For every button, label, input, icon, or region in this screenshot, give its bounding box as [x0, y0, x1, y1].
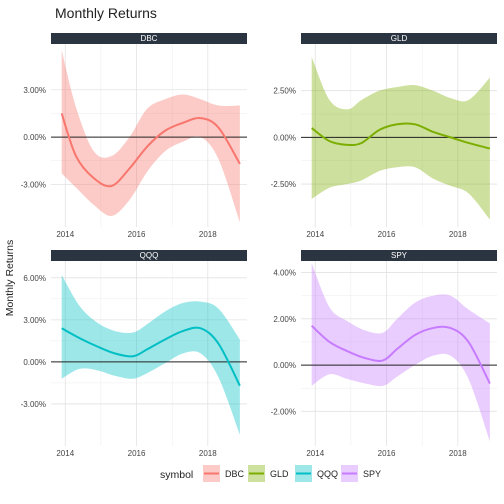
x-tick-label: 2018	[449, 449, 467, 458]
x-tick-label: 2016	[378, 449, 396, 458]
trend-line-dbc	[60, 113, 241, 188]
strip-label: GLD	[391, 34, 408, 43]
strip-label: QQQ	[140, 251, 159, 260]
x-tick-label: 2016	[128, 230, 146, 239]
y-tick-label: 6.00%	[23, 274, 46, 283]
y-tick-label: -2.50%	[271, 180, 296, 189]
strip-dbc	[51, 33, 247, 44]
panels: DBC -3.00% 0.00% 3.00% 2014 2016 2018 GLD -2.50%…	[21, 33, 497, 458]
chart-title: Monthly Returns	[55, 5, 157, 21]
x-tick-label: 2018	[199, 449, 217, 458]
y-tick-label: 0.00%	[23, 133, 46, 142]
strip-label: SPY	[391, 251, 408, 260]
confidence-band-qqq	[61, 275, 240, 435]
y-tick-label: 4.00%	[273, 269, 296, 278]
y-tick-label: 3.00%	[23, 86, 46, 95]
x-tick-label: 2016	[128, 449, 146, 458]
x-tick-label: 2018	[449, 230, 467, 239]
legend-label: QQQ	[317, 469, 338, 479]
legend-item-dbc: DBC	[203, 465, 245, 482]
legend-label: GLD	[270, 469, 289, 479]
x-tick-label: 2014	[56, 449, 74, 458]
trend-line-qqq	[61, 326, 241, 387]
confidence-band-gld	[311, 57, 490, 220]
x-tick-label: 2014	[56, 230, 74, 239]
x-tick-label: 2014	[306, 449, 324, 458]
trend-line-gld	[311, 122, 491, 150]
confidence-band-spy	[311, 263, 490, 442]
x-tick-label: 2016	[378, 230, 396, 239]
panel-qqq: QQQ -3.00% 0.00% 3.00% 6.00% 2014 2016 2018	[21, 250, 247, 458]
y-axis-title: Monthly Returns	[4, 240, 16, 316]
legend-label: SPY	[363, 469, 381, 479]
legend-item-spy: SPY	[341, 465, 381, 482]
y-tick-label: 3.00%	[23, 316, 46, 325]
strip-qqq	[51, 250, 247, 261]
y-tick-label: -2.00%	[271, 407, 296, 416]
y-tick-label: 0.00%	[273, 361, 296, 370]
panel-spy: SPY -2.00% 0.00% 2.00% 4.00% 2014 2016 2018	[271, 250, 497, 458]
strip-label: DBC	[141, 34, 158, 43]
y-tick-label: -3.00%	[21, 180, 46, 189]
panel-gld: GLD -2.50% 0.00% 2.50% 2014 2016 2018	[271, 33, 497, 239]
strip-spy	[301, 250, 497, 261]
panel-dbc: DBC -3.00% 0.00% 3.00% 2014 2016 2018	[21, 33, 247, 239]
legend-item-qqq: QQQ	[295, 465, 338, 482]
x-tick-label: 2014	[306, 230, 324, 239]
legend: symbol DBC GLD QQQ SPY	[160, 465, 381, 482]
legend-item-gld: GLD	[248, 465, 289, 482]
x-tick-label: 2018	[199, 230, 217, 239]
legend-title: symbol	[160, 469, 193, 481]
y-tick-label: 2.50%	[273, 87, 296, 96]
y-tick-label: 0.00%	[273, 133, 296, 142]
trend-line-spy	[311, 325, 491, 385]
y-tick-label: 0.00%	[23, 358, 46, 367]
y-tick-label: -3.00%	[21, 400, 46, 409]
confidence-band-dbc	[61, 50, 240, 223]
strip-gld	[301, 33, 497, 44]
y-tick-label: 2.00%	[273, 315, 296, 324]
legend-label: DBC	[225, 469, 245, 479]
